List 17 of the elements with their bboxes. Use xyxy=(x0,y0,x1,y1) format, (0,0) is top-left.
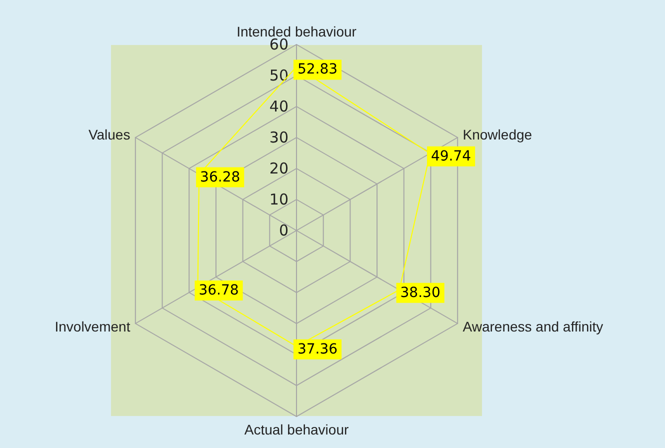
spoke-label: Awareness and affinity xyxy=(462,318,604,334)
data-label: 52.83 xyxy=(297,62,338,78)
y-tick-label: 0 xyxy=(278,222,288,240)
y-tick-label: 40 xyxy=(269,98,288,116)
y-tick-label: 50 xyxy=(269,66,288,84)
y-tick-label: 30 xyxy=(269,128,288,146)
data-label: 38.30 xyxy=(400,284,440,301)
data-label: 49.74 xyxy=(430,148,472,164)
spoke-label: Knowledge xyxy=(462,126,532,142)
spoke-label: Actual behaviour xyxy=(244,422,349,438)
data-label: 36.28 xyxy=(200,169,240,186)
data-label: 37.36 xyxy=(297,341,338,358)
data-label: 36.78 xyxy=(198,282,239,299)
spoke-label: Involvement xyxy=(54,318,130,334)
spoke-label: Values xyxy=(88,126,130,142)
y-tick-label: 10 xyxy=(269,190,288,208)
y-tick-label: 20 xyxy=(269,160,288,178)
